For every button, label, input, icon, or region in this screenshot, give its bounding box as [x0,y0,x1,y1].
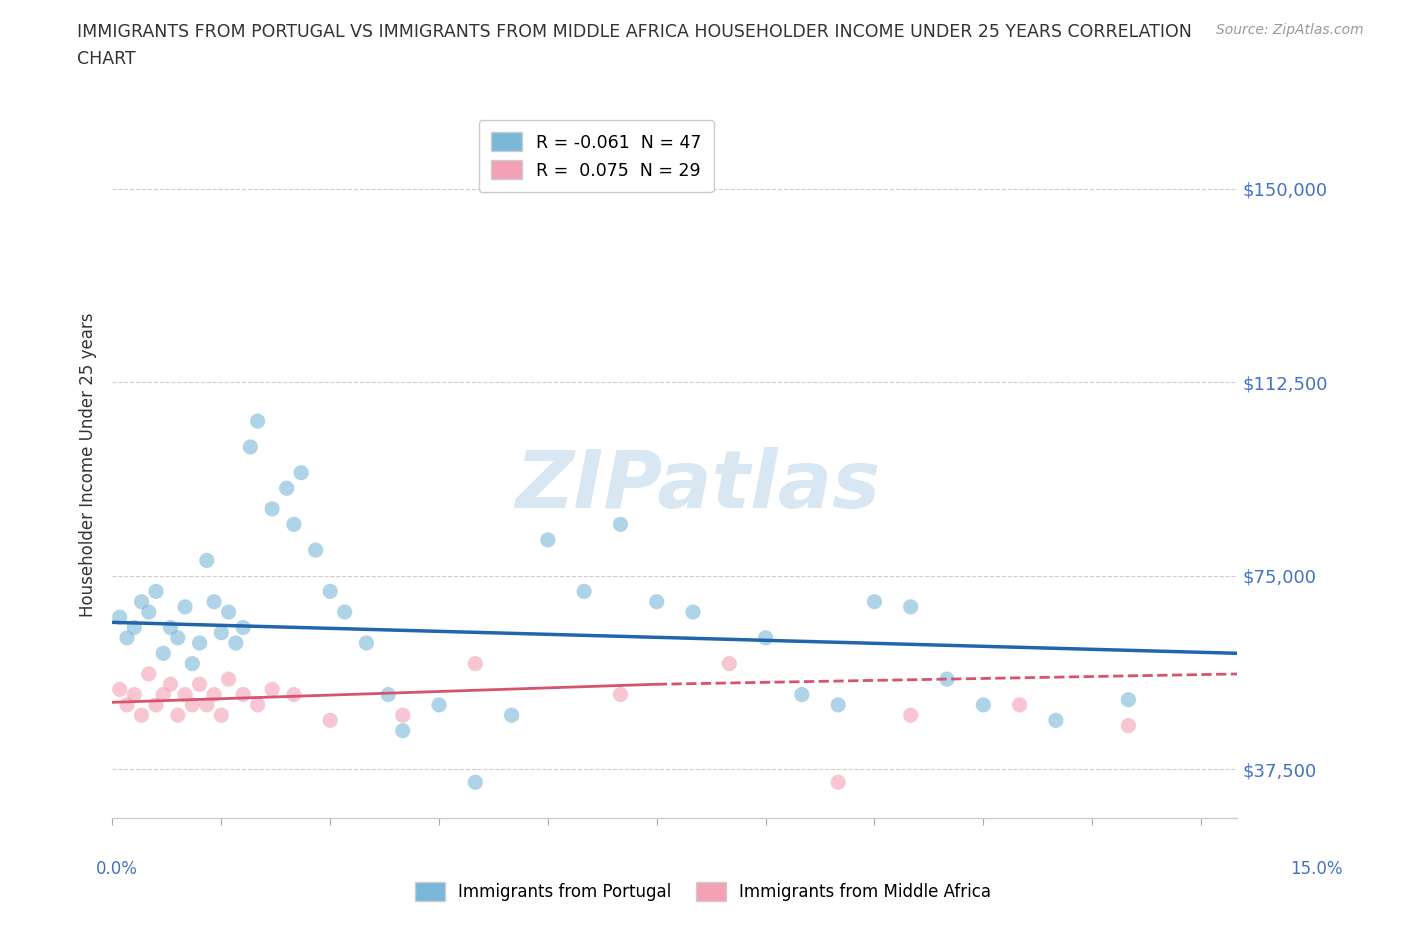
Point [108,610,131,625]
Point [145,584,167,599]
Point [145,698,167,712]
Point [181,698,204,712]
Point [232,687,254,702]
Text: ZIPatlas: ZIPatlas [515,447,880,525]
Point [827,775,849,790]
Point [188,677,211,692]
Point [305,543,328,558]
Point [218,604,240,619]
Point [1008,698,1031,712]
Point [333,604,356,619]
Point [262,501,284,516]
Point [115,631,138,645]
Point [283,687,305,702]
Point [391,724,413,738]
Point [202,687,225,702]
Point [863,594,886,609]
Point [501,708,523,723]
Point [1118,718,1140,733]
Point [464,657,486,671]
Point [427,698,450,712]
Point [645,594,668,609]
Point [283,517,305,532]
Point [218,671,240,686]
Point [464,775,486,790]
Point [108,682,131,697]
Point [159,620,181,635]
Point [377,687,399,702]
Point [790,687,813,702]
Point [391,708,413,723]
Point [159,677,181,692]
Point [609,687,631,702]
Point [682,604,704,619]
Point [572,584,595,599]
Y-axis label: Householder Income Under 25 years: Householder Income Under 25 years [79,312,97,618]
Text: 0.0%: 0.0% [96,860,138,878]
Text: 15.0%: 15.0% [1291,860,1343,878]
Point [195,553,218,568]
Point [166,631,188,645]
Point [131,708,153,723]
Point [262,682,284,697]
Point [209,625,232,640]
Point [246,698,269,712]
Point [152,687,174,702]
Point [209,708,232,723]
Point [202,594,225,609]
Point [188,635,211,650]
Point [232,620,254,635]
Point [900,600,922,615]
Point [755,631,778,645]
Point [936,671,959,686]
Point [239,440,262,455]
Point [972,698,994,712]
Point [195,698,218,712]
Point [827,698,849,712]
Point [122,620,145,635]
Legend: R = -0.061  N = 47, R =  0.075  N = 29: R = -0.061 N = 47, R = 0.075 N = 29 [478,120,714,192]
Point [138,667,160,682]
Point [1118,692,1140,707]
Point [181,657,204,671]
Point [174,600,197,615]
Point [166,708,188,723]
Point [290,465,312,480]
Point [900,708,922,723]
Point [122,687,145,702]
Point [131,594,153,609]
Point [319,584,342,599]
Point [609,517,631,532]
Point [356,635,378,650]
Point [276,481,298,496]
Point [152,645,174,660]
Point [174,687,197,702]
Point [537,532,560,547]
Text: IMMIGRANTS FROM PORTUGAL VS IMMIGRANTS FROM MIDDLE AFRICA HOUSEHOLDER INCOME UND: IMMIGRANTS FROM PORTUGAL VS IMMIGRANTS F… [77,23,1192,68]
Point [319,713,342,728]
Point [246,414,269,429]
Point [115,698,138,712]
Legend: Immigrants from Portugal, Immigrants from Middle Africa: Immigrants from Portugal, Immigrants fro… [408,876,998,908]
Text: Source: ZipAtlas.com: Source: ZipAtlas.com [1216,23,1364,37]
Point [1045,713,1067,728]
Point [138,604,160,619]
Point [718,657,741,671]
Point [225,635,247,650]
